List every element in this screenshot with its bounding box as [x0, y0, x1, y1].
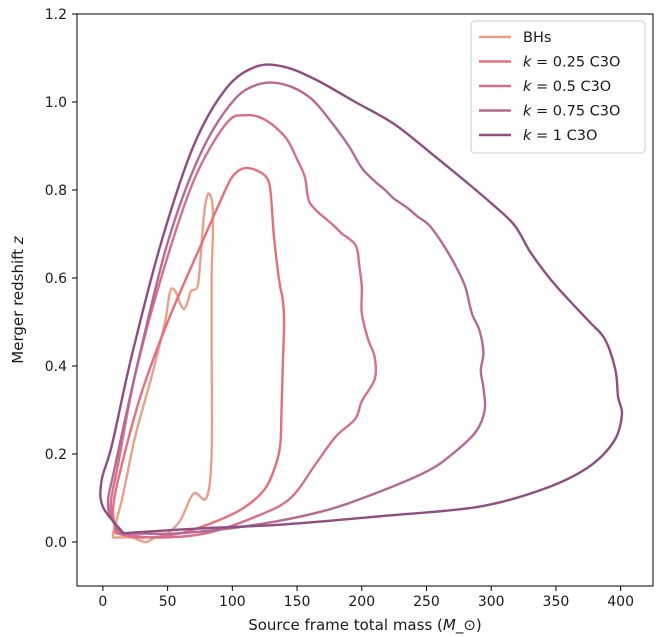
x-tick-label: 300 [478, 594, 505, 610]
series-line-4 [99, 63, 624, 535]
x-tick-label: 350 [543, 594, 570, 610]
y-axis-label: Merger redshift z [9, 235, 27, 364]
series-line-2 [109, 113, 378, 539]
y-tick-label: 0.4 [45, 359, 67, 375]
x-tick-label: 400 [607, 594, 634, 610]
legend-label-2: k = 0.5 C3O [523, 79, 611, 95]
y-tick-label: 0.0 [45, 535, 67, 551]
x-tick-label: 200 [348, 594, 375, 610]
legend-label-4: k = 1 C3O [523, 128, 597, 144]
y-tick-label: 0.6 [45, 271, 67, 287]
x-axis-label: Source frame total mass (M_⊙) [248, 616, 482, 635]
y-tick-label: 1.0 [45, 95, 67, 111]
legend-label-1: k = 0.25 C3O [523, 55, 620, 71]
series-line-3 [106, 81, 487, 536]
x-tick-label: 150 [284, 594, 311, 610]
legend-label-3: k = 0.75 C3O [523, 104, 620, 120]
series-line-1 [111, 166, 286, 539]
y-tick-label: 0.8 [45, 183, 67, 199]
y-axis-ticks: 0.0 0.2 0.4 0.6 0.8 1.0 1.2 [45, 7, 77, 551]
x-tick-label: 250 [413, 594, 440, 610]
y-tick-label: 0.2 [45, 447, 67, 463]
x-tick-label: 100 [219, 594, 246, 610]
x-tick-label: 50 [159, 594, 177, 610]
series-layer [99, 63, 624, 544]
y-tick-label: 1.2 [45, 7, 67, 23]
series-line-0 [111, 192, 215, 544]
legend-frame [470, 20, 646, 154]
legend-label-0: BHs [523, 30, 551, 46]
x-tick-label: 0 [98, 594, 107, 610]
x-axis-ticks: 0 50 100 150 200 250 300 350 400 [98, 586, 634, 610]
legend: BHs k = 0.25 C3O k = 0.5 C3O k = 0.75 C3O k … [470, 20, 646, 154]
